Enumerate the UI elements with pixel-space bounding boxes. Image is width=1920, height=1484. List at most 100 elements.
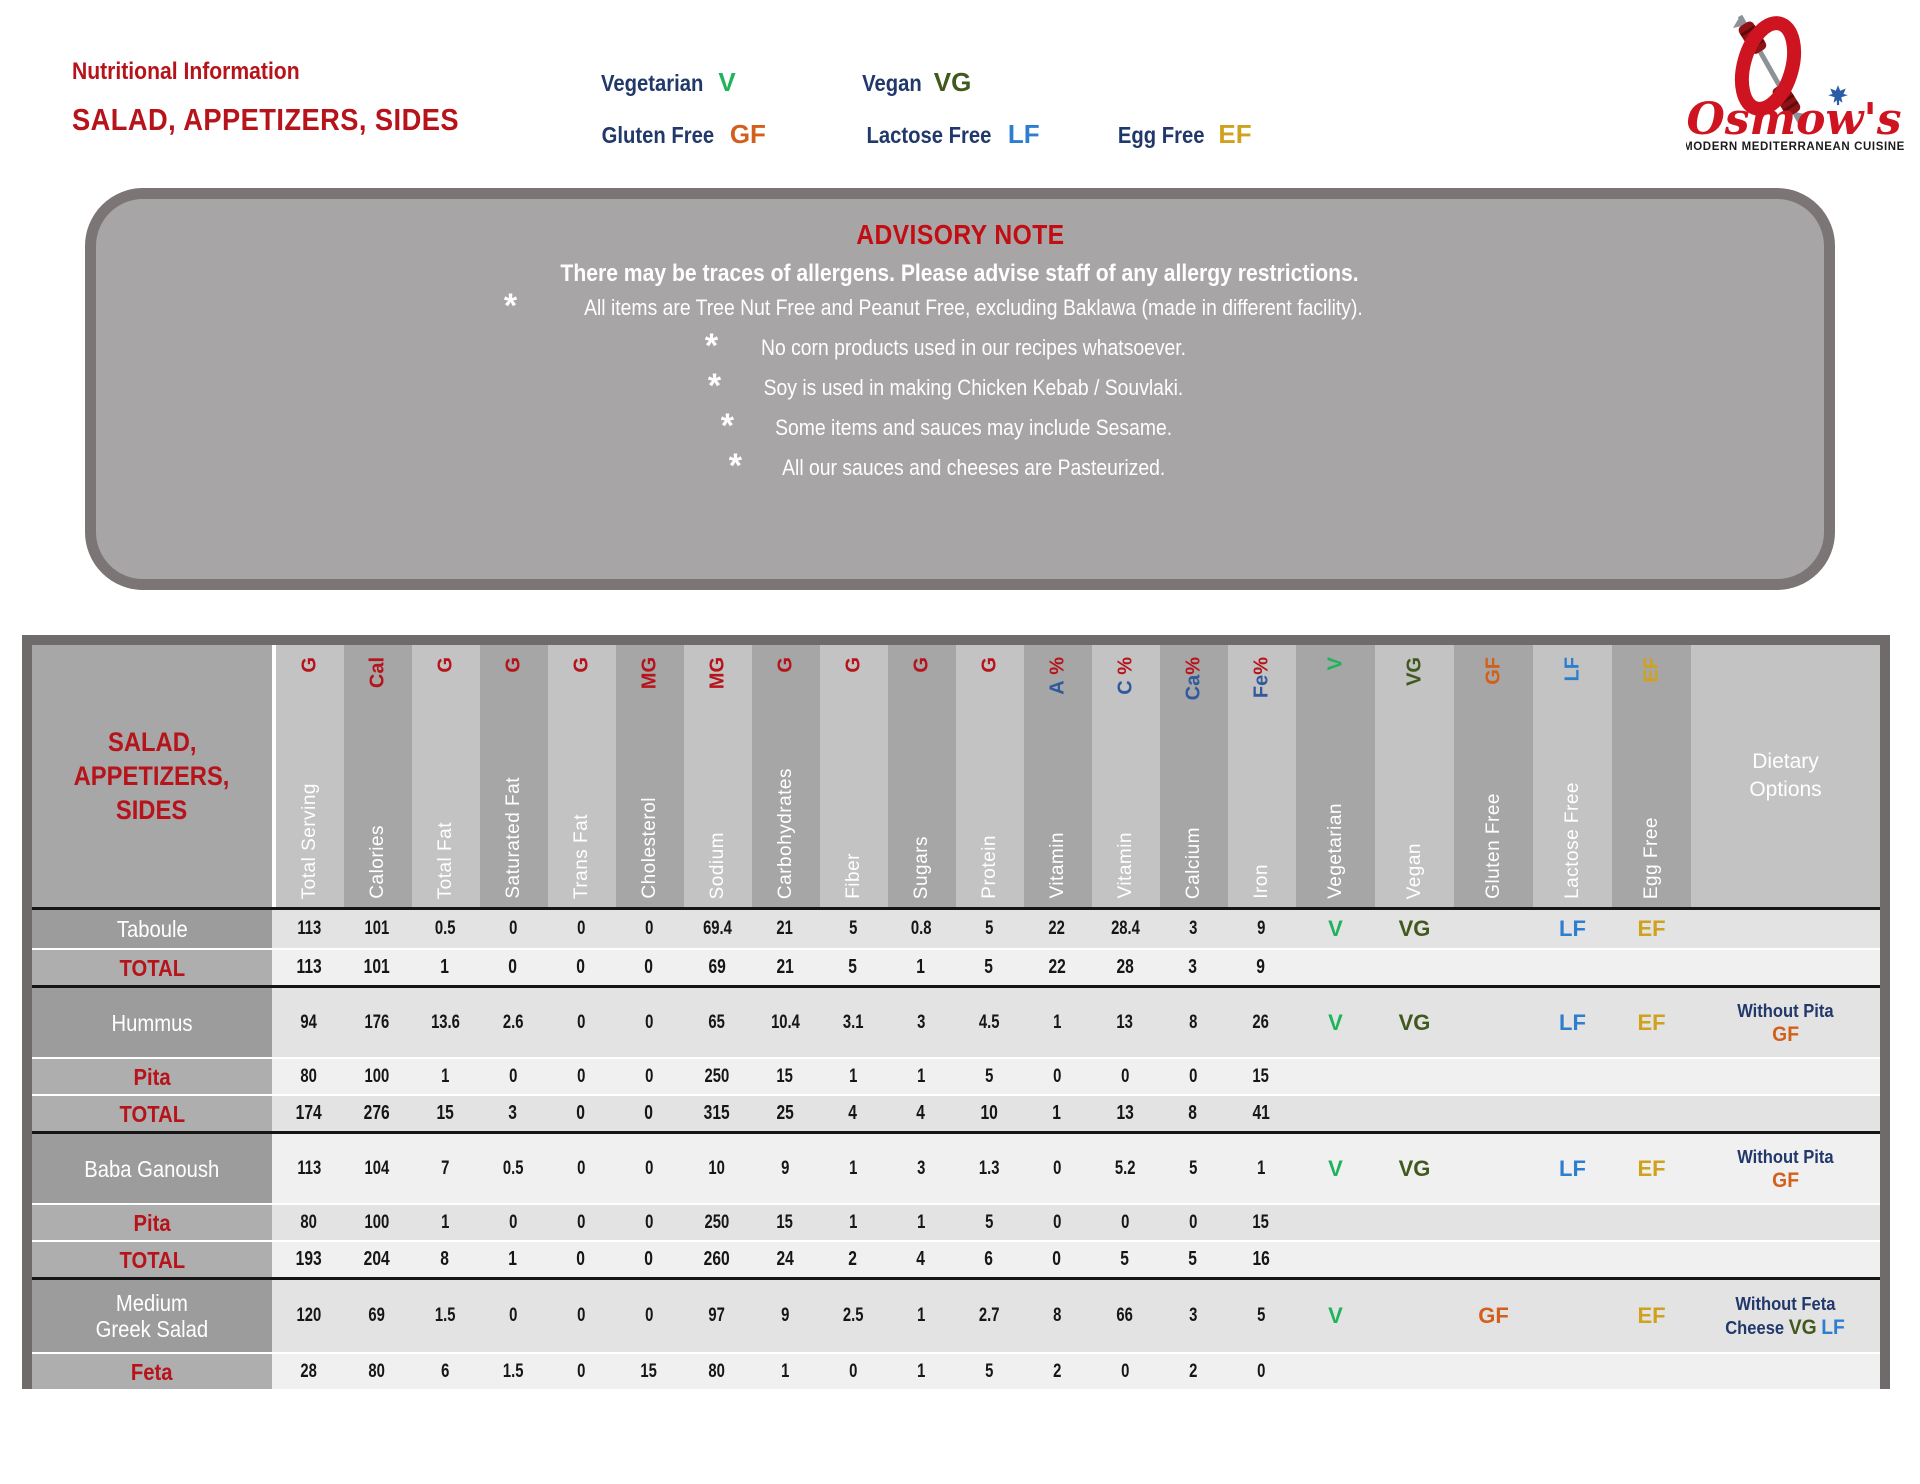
table-row: Taboule 113 101 0.5 0 0 0 69.4 21 5 0.8 5 22 28.4 3 9 V V… <box>32 910 1880 948</box>
value-cell: 5 <box>1188 1157 1198 1179</box>
value-cell: 100 <box>364 1065 390 1087</box>
diet-flag-lf <box>1533 1059 1612 1094</box>
legend-label: Vegetarian <box>600 69 704 96</box>
diet-flag-ef <box>1612 1354 1691 1389</box>
dietary-options-note <box>1691 1059 1880 1094</box>
diet-flag-lf <box>1533 1354 1612 1389</box>
diet-flag-ef: EF <box>1637 1303 1666 1328</box>
doc-title: Nutritional Information <box>72 58 331 86</box>
legend-label: Egg Free <box>1117 121 1205 148</box>
column-unit: MG <box>638 657 661 690</box>
row-name: Medium Greek Salad <box>32 1280 272 1352</box>
advisory-bullet: * All items are Tree Nut Free and Peanut … <box>96 288 1824 328</box>
row-name: Hummus <box>32 988 272 1057</box>
value-cell: 193 <box>295 1248 323 1270</box>
column-name: Trans Fat <box>571 813 592 899</box>
asterisk-icon: * <box>704 327 719 365</box>
diet-flag-gf: GF <box>1478 1303 1509 1328</box>
value-cell: 0.5 <box>502 1157 524 1179</box>
value-cell: 0 <box>576 1102 586 1124</box>
column-name: Vitamin <box>1115 832 1136 899</box>
diet-flag-ef <box>1612 1242 1691 1277</box>
value-cell: 101 <box>363 956 391 978</box>
asterisk-icon: * <box>503 287 518 325</box>
advisory-bullet-list: * All items are Tree Nut Free and Peanut … <box>96 288 1824 488</box>
value-cell: 101 <box>364 918 390 939</box>
dietary-cell <box>1296 1242 1880 1277</box>
value-cell: 276 <box>363 1102 391 1124</box>
diet-flag-lf <box>1533 1205 1612 1240</box>
diet-flag-v <box>1296 950 1375 985</box>
value-cell: 2 <box>848 1248 858 1270</box>
value-cell: 5.2 <box>1114 1157 1136 1179</box>
value-cell: 1.5 <box>502 1360 524 1382</box>
value-cell: 5 <box>984 1360 994 1382</box>
row-name: Taboule <box>32 910 272 948</box>
value-cell: 6 <box>440 1360 450 1382</box>
value-cell: 3 <box>1188 956 1198 978</box>
dietary-options-note <box>1691 950 1880 985</box>
value-cell: 1 <box>848 1157 858 1179</box>
value-cell: 10 <box>708 1157 726 1179</box>
dietary-cell <box>1296 1096 1880 1131</box>
value-cell: 3 <box>1188 918 1198 939</box>
value-cell: 3 <box>916 1011 926 1033</box>
value-cell: 13 <box>1116 1102 1134 1124</box>
value-cell: 120 <box>296 1305 322 1326</box>
value-cell: 315 <box>703 1102 731 1124</box>
diet-flag-v <box>1296 1059 1375 1094</box>
legend-item: Vegetarian V <box>594 67 858 98</box>
value-cell: 7 <box>440 1157 450 1179</box>
value-cell: 4 <box>916 1102 926 1124</box>
table-column-header: Protein G <box>956 645 1024 907</box>
value-cell: 2.5 <box>842 1305 864 1326</box>
diet-flag-v: V <box>1328 1009 1343 1035</box>
value-cell: 15 <box>1252 1065 1270 1087</box>
advisory-bullet-text: No corn products used in our recipes wha… <box>761 335 1187 360</box>
row-name: TOTAL <box>32 1242 272 1277</box>
value-cell: 1 <box>848 1065 858 1087</box>
table-column-header: Total Fat G <box>412 645 480 907</box>
brand-name: Osmow's <box>1686 94 1901 145</box>
brand-tagline: MODERN MEDITERRANEAN CUISINE <box>1686 141 1905 153</box>
value-cell: 0 <box>644 1248 654 1270</box>
diet-flag-v <box>1296 1096 1375 1131</box>
value-cell: 0 <box>644 1102 654 1124</box>
value-cell: 5 <box>848 918 858 939</box>
legend-item: Egg Free EF <box>1112 119 1252 150</box>
value-cell: 0 <box>644 1065 654 1087</box>
legend-label: Lactose Free <box>866 121 992 148</box>
table-row: Pita 80 100 1 0 0 0 250 15 1 1 5 0 0 0 15 <box>32 1203 1880 1240</box>
column-name: Calcium <box>1183 826 1204 899</box>
diet-flag-lf: LF <box>1559 1009 1586 1035</box>
diet-flag-vg <box>1375 1096 1454 1131</box>
column-name: Total Fat <box>435 821 456 899</box>
value-cell: 1 <box>440 1211 450 1233</box>
column-name: Gluten Free <box>1482 793 1504 899</box>
value-cell: 5 <box>984 1211 994 1233</box>
value-cell: 8 <box>1052 1305 1062 1326</box>
value-cell: 176 <box>364 1011 390 1033</box>
value-cell: 1.5 <box>434 1305 456 1326</box>
value-cell: 16 <box>1252 1248 1270 1270</box>
value-cell: 1 <box>916 1360 926 1382</box>
value-cell: 9 <box>780 1305 790 1326</box>
value-cell: 0 <box>508 1065 518 1087</box>
column-name: Sugars <box>911 835 932 899</box>
column-name: Cholesterol <box>639 797 660 899</box>
value-cell: 5 <box>984 918 994 939</box>
value-cell: 26 <box>1252 1011 1270 1033</box>
column-unit: G <box>910 657 933 673</box>
column-headers: Total Serving G Calories Cal Total Fat G Satur… <box>276 645 1691 907</box>
value-cell: 4.5 <box>978 1011 1000 1033</box>
row-name: TOTAL <box>32 1096 272 1131</box>
advisory-note-box: ADVISORY NOTE There may be traces of all… <box>85 188 1835 590</box>
value-cell: 0 <box>576 1011 586 1033</box>
value-cell: 0 <box>576 1305 586 1326</box>
value-cell: 0 <box>1120 1211 1130 1233</box>
column-name: Calories <box>367 825 388 899</box>
column-unit: G <box>978 657 1001 673</box>
row-name: Pita <box>32 1059 272 1094</box>
table-column-header-dietary: Egg Free EF <box>1612 645 1691 907</box>
diet-flag-lf <box>1533 950 1612 985</box>
